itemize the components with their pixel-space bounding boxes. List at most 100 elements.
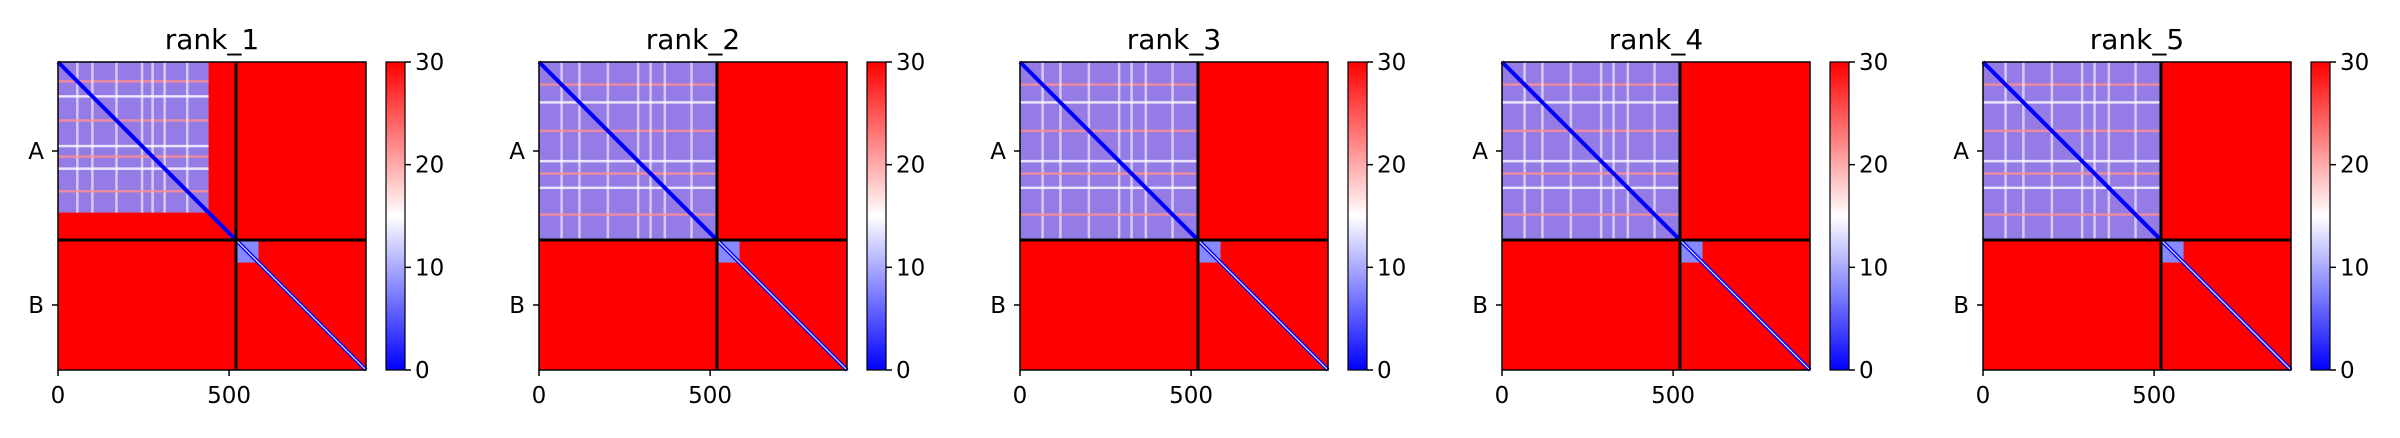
panel-1: rank_1 A B 0 500 0 10 20 30: [28, 23, 444, 409]
axes-frame: [1501, 61, 1811, 371]
heatmap-stripe-row: [58, 80, 209, 83]
heatmap-stripe-row: [1020, 172, 1198, 175]
axes-frame: [538, 61, 848, 371]
heatmap-stripe-row: [1983, 129, 2161, 133]
heatmap-diagonal-halo: [2160, 239, 2292, 371]
y-tick-label: B: [1472, 293, 1488, 319]
heatmap-stripe-col: [1087, 62, 1091, 240]
y-tick-label: A: [509, 139, 525, 165]
colorbar: [866, 61, 887, 371]
heatmap-stripe-col: [140, 62, 144, 213]
panel-4: rank_4 A B 0 500 0 10 20 30: [1472, 23, 1888, 409]
y-tick-label: B: [28, 293, 44, 319]
axes-frame: [1982, 61, 2292, 371]
heatmap-stripe-col: [649, 62, 652, 240]
panel-title: rank_3: [1127, 23, 1221, 56]
y-tick-label: A: [1953, 139, 1969, 165]
heatmap-stripe-col: [663, 62, 667, 240]
y-tick-label: A: [990, 139, 1006, 165]
heatmap-stripe-row: [1983, 172, 2161, 175]
heatmap-stripe-row: [1502, 186, 1680, 190]
x-tick-label: 0: [51, 383, 66, 409]
heatmap-stripe-col: [606, 62, 610, 240]
y-tick-label: B: [1953, 293, 1969, 319]
heatmap-stripe-col: [1612, 62, 1615, 240]
colorbar-tick-label: 10: [415, 255, 444, 281]
heatmap-stripe-col: [1626, 62, 1630, 240]
panel-5: rank_5 A B 0 500 0 10 20 30: [1953, 23, 2369, 409]
heatmap-stripe-row: [1502, 129, 1680, 133]
axes-frame: [57, 61, 367, 371]
x-tick-label: 500: [2132, 383, 2176, 409]
colorbar: [1829, 61, 1850, 371]
y-tick-label: B: [509, 293, 525, 319]
heatmap-stripe-row: [539, 172, 717, 175]
y-tick-label: B: [990, 293, 1006, 319]
colorbar-tick-label: 20: [1377, 153, 1406, 179]
heatmap-stripe-col: [151, 62, 154, 213]
heatmap-stripe-row: [58, 119, 209, 122]
heatmap-stripe-row: [58, 189, 209, 193]
heatmap-stripe-row: [58, 144, 209, 148]
heatmap-stripe-col: [2134, 62, 2137, 240]
heatmap-stripe-col: [2022, 62, 2025, 240]
heatmap-stripe-col: [1541, 62, 1544, 240]
heatmap-stripe-col: [2107, 62, 2111, 240]
heatmap-diagonal-halo: [716, 239, 848, 371]
colorbar-tick-label: 20: [2340, 153, 2369, 179]
heatmap-stripe-col: [76, 62, 79, 213]
heatmap-stripe-row: [539, 101, 717, 104]
heatmap-stripe-col: [185, 62, 189, 213]
colorbar: [1347, 61, 1368, 371]
heatmap-stripe-col: [578, 62, 581, 240]
panel-2: rank_2 A B 0 500 0 10 20 30: [509, 23, 925, 409]
heatmap-stripe-row: [1020, 159, 1198, 163]
x-tick-label: 500: [207, 383, 251, 409]
heatmap-stripe-row: [1020, 213, 1198, 216]
colorbar-tick-label: 30: [1859, 50, 1888, 76]
heatmap-stripe-row: [1502, 172, 1680, 175]
x-tick-label: 0: [532, 383, 547, 409]
colorbar: [2310, 61, 2331, 371]
heatmap-stripe-col: [115, 62, 118, 213]
colorbar-tick-label: 10: [1859, 255, 1888, 281]
colorbar-tick-label: 30: [2340, 50, 2369, 76]
colorbar-tick-label: 10: [2340, 255, 2369, 281]
heatmap-stripe-row: [1983, 213, 2161, 216]
heatmap-stripe-col: [560, 62, 563, 240]
heatmap-stripe-col: [1059, 62, 1062, 240]
heatmap-stripe-row: [1502, 159, 1680, 163]
heatmap-stripe-row: [1020, 101, 1198, 104]
colorbar-tick-label: 30: [415, 50, 444, 76]
x-tick-label: 0: [1976, 383, 1991, 409]
heatmap-stripe-row: [539, 83, 717, 86]
heatmap-stripe-row: [1020, 129, 1198, 133]
heatmap-stripe-row: [539, 159, 717, 163]
panel-title: rank_5: [2090, 23, 2184, 56]
colorbar-tick-label: 0: [2340, 358, 2355, 384]
heatmap-stripe-col: [2080, 62, 2084, 240]
heatmap-stripe-row: [1983, 159, 2161, 163]
panel-3: rank_3 A B 0 500 0 10 20 30: [990, 23, 1406, 409]
colorbar: [385, 61, 406, 371]
x-tick-label: 0: [1495, 383, 1510, 409]
heatmap-stripe-col: [1144, 62, 1148, 240]
heatmap-stripe-row: [58, 155, 209, 158]
heatmap-stripe-col: [2050, 62, 2054, 240]
heatmap-stripe-col: [1041, 62, 1044, 240]
heatmap-stripe-col: [2093, 62, 2096, 240]
x-tick-label: 500: [1651, 383, 1695, 409]
colorbar-tick-label: 30: [896, 50, 925, 76]
colorbar-tick-label: 0: [415, 358, 430, 384]
axes-frame: [1019, 61, 1329, 371]
panel-title: rank_1: [165, 23, 259, 56]
heatmap-stripe-col: [1569, 62, 1573, 240]
panel-title: rank_4: [1609, 23, 1703, 56]
x-tick-label: 500: [688, 383, 732, 409]
heatmap-stripe-row: [539, 129, 717, 133]
heatmap-stripe-row: [1983, 186, 2161, 190]
heatmap-stripe-row: [1020, 83, 1198, 86]
x-tick-label: 500: [1169, 383, 1213, 409]
heatmap-stripe-row: [58, 95, 209, 98]
